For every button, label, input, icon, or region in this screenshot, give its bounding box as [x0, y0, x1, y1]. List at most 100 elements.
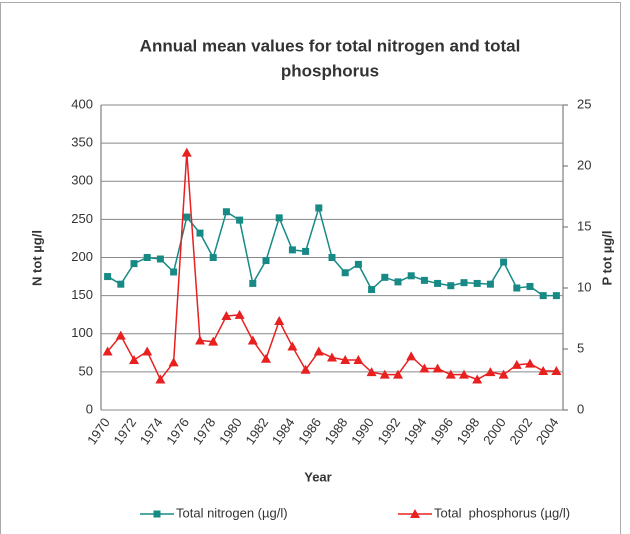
x-tick-label: 1980 [216, 415, 245, 447]
x-tick-label: 2004 [533, 415, 562, 447]
x-tick-label: 1992 [374, 415, 403, 447]
y-tick-label: 200 [71, 249, 93, 264]
point [341, 269, 349, 277]
point [117, 280, 125, 288]
x-tick-label: 2000 [480, 415, 509, 447]
y-tick-label: 400 [71, 96, 93, 111]
point [500, 258, 508, 266]
point [221, 311, 232, 321]
point [247, 335, 258, 345]
point [315, 204, 323, 212]
chart-title: Annual mean values for total nitrogen an… [140, 36, 521, 55]
y2-tick-label: 20 [577, 157, 591, 172]
point [275, 214, 283, 222]
point [432, 363, 443, 373]
point [129, 354, 139, 364]
point [170, 268, 178, 276]
legend-label: Total phosphorus (µg/l) [434, 505, 570, 520]
point [445, 369, 456, 379]
y-tick-label: 350 [71, 135, 93, 150]
x-tick-label: 1978 [190, 415, 219, 447]
point [222, 208, 230, 216]
point [498, 369, 509, 379]
point [168, 357, 179, 367]
point [274, 315, 285, 325]
point [394, 278, 402, 286]
x-tick-label: 1976 [163, 415, 192, 447]
point [328, 254, 336, 261]
x-tick-label: 1972 [110, 415, 139, 447]
point [130, 260, 138, 268]
point [434, 279, 442, 287]
x-tick-label: 1998 [454, 415, 483, 447]
y-tick-label: 150 [71, 287, 93, 302]
point [234, 309, 245, 319]
point [406, 351, 417, 361]
point [354, 260, 362, 268]
x-axis-label: Year [304, 469, 331, 484]
x-tick-label: 1988 [322, 415, 351, 447]
y-tick-label: 100 [71, 325, 93, 340]
point [538, 365, 549, 375]
point [419, 363, 430, 373]
chart-title: phosphorus [281, 61, 379, 80]
point [104, 273, 112, 281]
point [473, 279, 481, 287]
point [551, 365, 562, 375]
point [447, 282, 455, 290]
point [379, 369, 390, 379]
x-tick-label: 2002 [506, 415, 535, 447]
y-tick-label: 250 [71, 211, 93, 226]
point [143, 254, 151, 261]
point [353, 354, 364, 364]
point [287, 341, 298, 351]
point [313, 346, 324, 356]
point [486, 280, 494, 288]
point [472, 374, 483, 384]
y2-tick-label: 10 [577, 279, 591, 294]
point [300, 364, 311, 374]
y2-axis-label: P tot µg/l [599, 231, 614, 286]
x-tick-label: 1996 [427, 415, 456, 447]
x-tick-label: 1982 [242, 415, 271, 447]
point [460, 279, 468, 287]
y-tick-label: 300 [71, 173, 93, 188]
point [366, 367, 377, 377]
point [513, 284, 521, 292]
point [195, 335, 205, 345]
point [209, 254, 217, 261]
point [262, 257, 270, 265]
point [552, 292, 560, 300]
point [288, 246, 296, 254]
y2-tick-label: 25 [577, 96, 591, 111]
y-tick-label: 50 [79, 363, 93, 378]
point [181, 147, 192, 157]
y2-tick-label: 15 [577, 218, 591, 233]
point [155, 374, 166, 384]
legend-marker [410, 509, 420, 518]
point [485, 367, 496, 377]
point [407, 272, 415, 280]
point [183, 213, 191, 221]
point [526, 282, 534, 290]
point [236, 216, 244, 224]
point [459, 369, 469, 379]
x-tick-label: 1986 [295, 415, 324, 447]
point [393, 369, 403, 379]
point [115, 330, 126, 340]
point [102, 346, 113, 356]
point [196, 229, 204, 237]
y-tick-label: 0 [86, 401, 93, 416]
point [208, 336, 219, 346]
y-axis-label: N tot µg/l [29, 230, 44, 286]
point [525, 358, 535, 368]
x-tick-label: 1974 [137, 415, 166, 447]
point [511, 359, 522, 369]
point [327, 352, 337, 362]
point [142, 346, 153, 356]
point [340, 354, 351, 364]
point [381, 273, 389, 281]
point [539, 292, 547, 300]
